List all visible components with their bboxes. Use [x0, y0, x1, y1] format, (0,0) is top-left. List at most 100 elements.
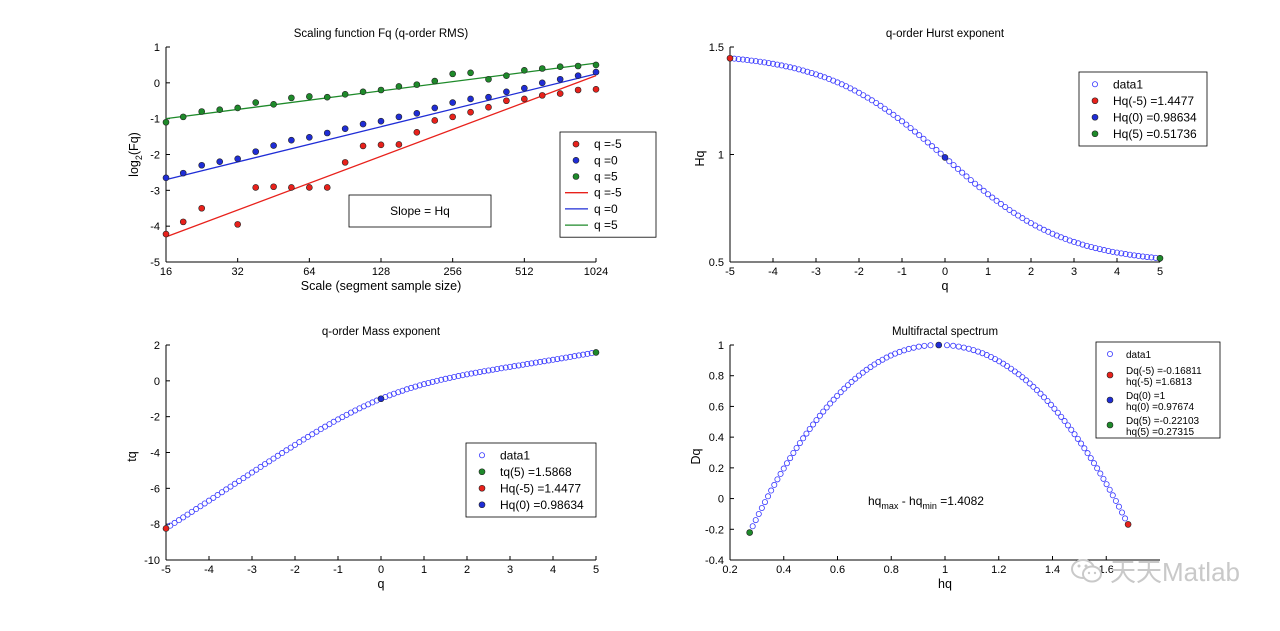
curve-point: [257, 463, 264, 470]
curve-point: [420, 381, 427, 388]
curve-point: [894, 114, 901, 121]
curve-point: [972, 180, 979, 187]
curve-point: [1081, 445, 1088, 452]
curve-point: [408, 384, 415, 391]
curve-point: [910, 344, 917, 351]
legend-entry: tq(5) =1.5868: [500, 465, 572, 479]
curve-point: [808, 69, 815, 76]
y-tick-label: 1: [718, 150, 724, 162]
slope-annotation-box: [348, 194, 492, 228]
curve-point: [765, 60, 772, 67]
curve-point: [472, 369, 479, 376]
curve-point: [1037, 390, 1044, 397]
data-point-green: [556, 63, 564, 71]
curve-point: [201, 500, 208, 507]
legend-marker: [478, 484, 486, 492]
curve-point: [1144, 253, 1151, 260]
curve-point: [758, 505, 765, 512]
curve-point: [1026, 380, 1033, 387]
curve-point: [248, 469, 255, 476]
curve-point: [859, 369, 866, 376]
curve-point: [223, 486, 230, 493]
curve-point: [1075, 240, 1082, 247]
curve-point: [1109, 248, 1116, 255]
x-tick-label: 1: [985, 266, 991, 278]
curve-point: [485, 367, 492, 374]
curve-point: [1066, 237, 1073, 244]
curve-point: [873, 99, 880, 106]
data-point-red: [270, 183, 277, 191]
y-axis-label: Dq: [689, 448, 703, 464]
legend-entry: q =5: [594, 218, 618, 232]
curve-point: [937, 150, 944, 157]
legend-marker: [478, 452, 485, 459]
curve-point: [1044, 397, 1051, 404]
y-tick-label: 0: [718, 494, 724, 506]
data-point-green: [323, 93, 331, 101]
legend-entry: Dq(-5) =-0.16811: [1126, 366, 1202, 377]
curve-point: [451, 373, 458, 380]
curve-point: [834, 392, 841, 399]
legend-entry: data1: [1113, 77, 1143, 91]
highlight-point-green: [592, 349, 600, 356]
data-point-blue: [288, 136, 295, 144]
legend-marker: [572, 140, 580, 148]
curve-point: [852, 375, 859, 382]
data-point-red: [467, 108, 474, 116]
curve-point: [481, 368, 488, 375]
x-tick-label: -2: [854, 266, 864, 278]
legend-entry: Hq(-5) =1.4477: [500, 481, 581, 495]
curve-point: [1101, 247, 1108, 254]
highlight-point-red: [1124, 521, 1132, 528]
y-tick-label: 1: [154, 42, 160, 54]
curve-point: [541, 358, 548, 365]
curve-point: [950, 162, 957, 169]
legend-entry: hq(0) =0.97674: [1126, 402, 1195, 413]
curve-point: [584, 350, 591, 357]
curve-point: [274, 452, 281, 459]
legend-entry: Dq(0) =1: [1126, 391, 1166, 402]
curve-point: [580, 351, 587, 358]
curve-point: [791, 65, 798, 72]
y-tick-label: 0.8: [709, 371, 724, 383]
legend-marker: [1092, 81, 1099, 88]
x-tick-label: 1: [942, 564, 948, 576]
curve-point: [955, 343, 962, 350]
data-point-green: [413, 81, 421, 88]
curve-point: [927, 342, 934, 349]
curve-point: [1006, 206, 1013, 213]
curve-point: [1119, 509, 1126, 516]
y-tick-label: -8: [150, 519, 160, 531]
curve-point: [1002, 203, 1009, 210]
curve-point: [218, 489, 225, 496]
curve-point: [545, 357, 552, 364]
curve-point: [864, 94, 871, 101]
curve-point: [877, 102, 884, 109]
x-tick-label: 512: [515, 266, 533, 278]
curve-point: [498, 365, 505, 372]
data-point-green: [467, 69, 474, 77]
curve-point: [1097, 470, 1104, 477]
curve-point: [1096, 246, 1103, 253]
x-tick-label: 16: [160, 266, 172, 278]
curve-point: [837, 389, 844, 396]
data-point-green: [574, 62, 582, 70]
curve-point: [214, 492, 221, 499]
data-point-red: [252, 184, 260, 191]
curve-point: [748, 57, 755, 64]
curve-point: [1041, 394, 1048, 401]
curve-point: [1088, 243, 1095, 250]
curve-point: [476, 368, 483, 375]
curve-point: [244, 472, 251, 479]
y-tick-label: 0.2: [709, 463, 724, 475]
data-point-blue: [485, 93, 492, 101]
curve-point: [954, 165, 961, 172]
curve-point: [1122, 251, 1129, 258]
curve-point: [841, 385, 848, 392]
data-point-blue: [467, 95, 474, 103]
curve-point: [795, 66, 802, 73]
y-tick-label: -6: [150, 483, 160, 495]
curve-point: [550, 356, 557, 363]
data-point-red: [179, 218, 187, 226]
data-point-green: [270, 101, 277, 108]
